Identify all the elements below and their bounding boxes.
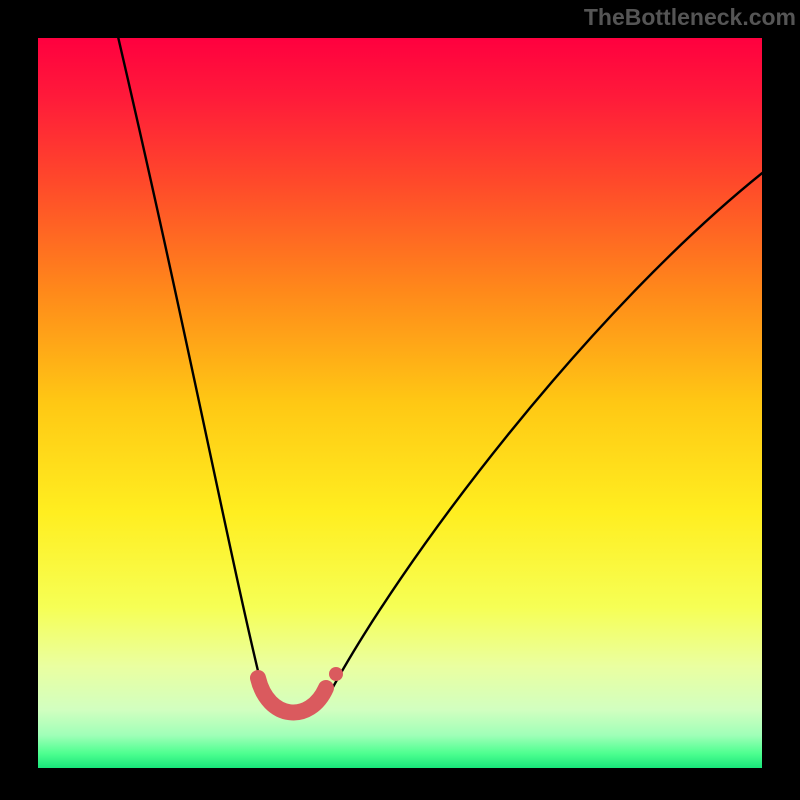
chart-svg xyxy=(0,0,800,800)
gradient-background xyxy=(38,38,762,768)
valley-marker-dot xyxy=(329,667,343,681)
